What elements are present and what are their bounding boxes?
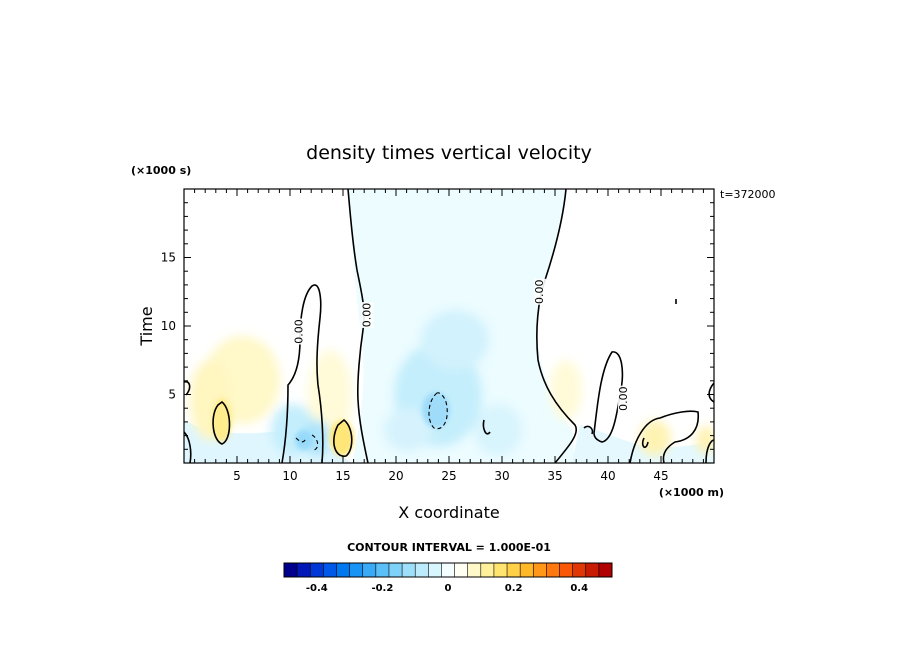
colorbar-swatch bbox=[441, 563, 455, 577]
axis-layer: 5 10 15 20 25 30 35 40 45 5 10 15 bbox=[161, 189, 714, 483]
contour-label-layer: 0.00 0.00 0.00 0.00 bbox=[293, 278, 630, 412]
contour-line-negative bbox=[311, 434, 319, 451]
x-tick-label: 20 bbox=[388, 469, 403, 483]
time-stamp: t=372000 bbox=[720, 188, 776, 201]
contour-label: 0.00 bbox=[293, 319, 306, 344]
field-blob bbox=[474, 404, 522, 456]
colorbar-swatch bbox=[415, 563, 429, 577]
shaded-field bbox=[184, 189, 714, 463]
x-units-label: (×1000 m) bbox=[659, 486, 724, 499]
contour-interval-label: CONTOUR INTERVAL = 1.000E-01 bbox=[347, 541, 551, 554]
contour-label-bg bbox=[293, 318, 306, 345]
y-tick-label: 15 bbox=[161, 251, 176, 265]
x-axis-label: X coordinate bbox=[398, 503, 499, 522]
contour-line-negative bbox=[428, 392, 448, 430]
contour-line bbox=[583, 425, 594, 435]
field-blob bbox=[639, 420, 671, 456]
colorbar-swatch bbox=[454, 563, 468, 577]
y-tick-label: 10 bbox=[161, 319, 176, 333]
colorbar-tick-label: -0.4 bbox=[306, 583, 328, 594]
contour-label: 0.00 bbox=[617, 386, 630, 411]
chart-title: density times vertical velocity bbox=[306, 142, 592, 164]
contour-line bbox=[705, 439, 714, 463]
x-tick-label: 25 bbox=[441, 469, 456, 483]
x-tick-label: 5 bbox=[233, 469, 241, 483]
colorbar-swatch bbox=[480, 563, 495, 577]
colorbar-swatch bbox=[559, 563, 573, 577]
field-blob-strong bbox=[295, 430, 313, 450]
field-blob bbox=[421, 310, 489, 370]
colorbar-swatch bbox=[533, 563, 547, 577]
y-tick-label: 5 bbox=[168, 388, 176, 402]
colorbar-tick-label: 0 bbox=[445, 583, 452, 594]
colorbar-swatch bbox=[336, 563, 350, 577]
contour-line bbox=[184, 380, 191, 396]
colorbar-tick-label: 0.2 bbox=[505, 583, 523, 594]
y-units-label: (×1000 s) bbox=[131, 164, 191, 177]
contour-line bbox=[212, 400, 231, 445]
x-tick-label: 30 bbox=[494, 469, 509, 483]
x-tick-label: 35 bbox=[547, 469, 562, 483]
contour-label-bg bbox=[361, 302, 374, 329]
x-tick-label: 15 bbox=[335, 469, 350, 483]
field-blob bbox=[308, 350, 352, 440]
contour-line bbox=[281, 284, 324, 463]
colorbar-swatch bbox=[520, 563, 534, 577]
field-region-lowright bbox=[572, 425, 714, 463]
contour-label: 0.00 bbox=[360, 303, 373, 328]
contour-label-bg bbox=[534, 278, 547, 305]
colorbar-swatch bbox=[297, 563, 311, 577]
field-blob bbox=[384, 408, 432, 452]
contour-line bbox=[347, 189, 369, 463]
colorbar-swatch bbox=[467, 563, 482, 577]
contour-line-negative bbox=[295, 437, 307, 443]
x-tick-label: 40 bbox=[600, 469, 615, 483]
colorbar-swatch bbox=[402, 563, 416, 577]
colorbar-tick-label: -0.2 bbox=[371, 583, 393, 594]
colorbar-swatch bbox=[546, 563, 560, 577]
colorbar-swatch bbox=[375, 563, 390, 577]
colorbar-swatch bbox=[349, 563, 364, 577]
contour-line bbox=[641, 437, 649, 449]
colorbar-swatch bbox=[388, 563, 403, 577]
x-tick-label: 45 bbox=[653, 469, 668, 483]
colorbar-swatch bbox=[323, 563, 337, 577]
field-blob bbox=[550, 360, 582, 420]
colorbar-swatch bbox=[572, 563, 587, 577]
colorbar-swatch bbox=[362, 563, 377, 577]
contour-line bbox=[333, 418, 353, 457]
x-tick-label: 10 bbox=[282, 469, 297, 483]
contour-line bbox=[629, 410, 700, 463]
colorbar: -0.4 -0.2 0 0.2 0.4 bbox=[283, 562, 613, 594]
contour-line bbox=[708, 382, 714, 403]
colorbar-swatch bbox=[284, 563, 298, 577]
colorbar-swatch bbox=[585, 563, 600, 577]
contour-label-bg bbox=[617, 385, 630, 412]
field-blob-strong bbox=[422, 392, 450, 428]
contour-line bbox=[482, 419, 491, 435]
contour-line bbox=[536, 189, 577, 463]
colorbar-swatch bbox=[507, 563, 521, 577]
colorbar-swatch bbox=[493, 563, 508, 577]
colorbar-swatch bbox=[598, 563, 613, 577]
contour-line bbox=[184, 431, 192, 463]
colorbar-tick-label: 0.4 bbox=[570, 583, 588, 594]
contour-lines-negative bbox=[295, 392, 448, 451]
colorbar-swatch bbox=[310, 563, 324, 577]
field-blob bbox=[696, 426, 714, 454]
colorbar-frame bbox=[283, 562, 613, 578]
y-axis-label: Time bbox=[137, 306, 156, 346]
contour-label: 0.00 bbox=[533, 280, 546, 305]
colorbar-swatch bbox=[428, 563, 442, 577]
